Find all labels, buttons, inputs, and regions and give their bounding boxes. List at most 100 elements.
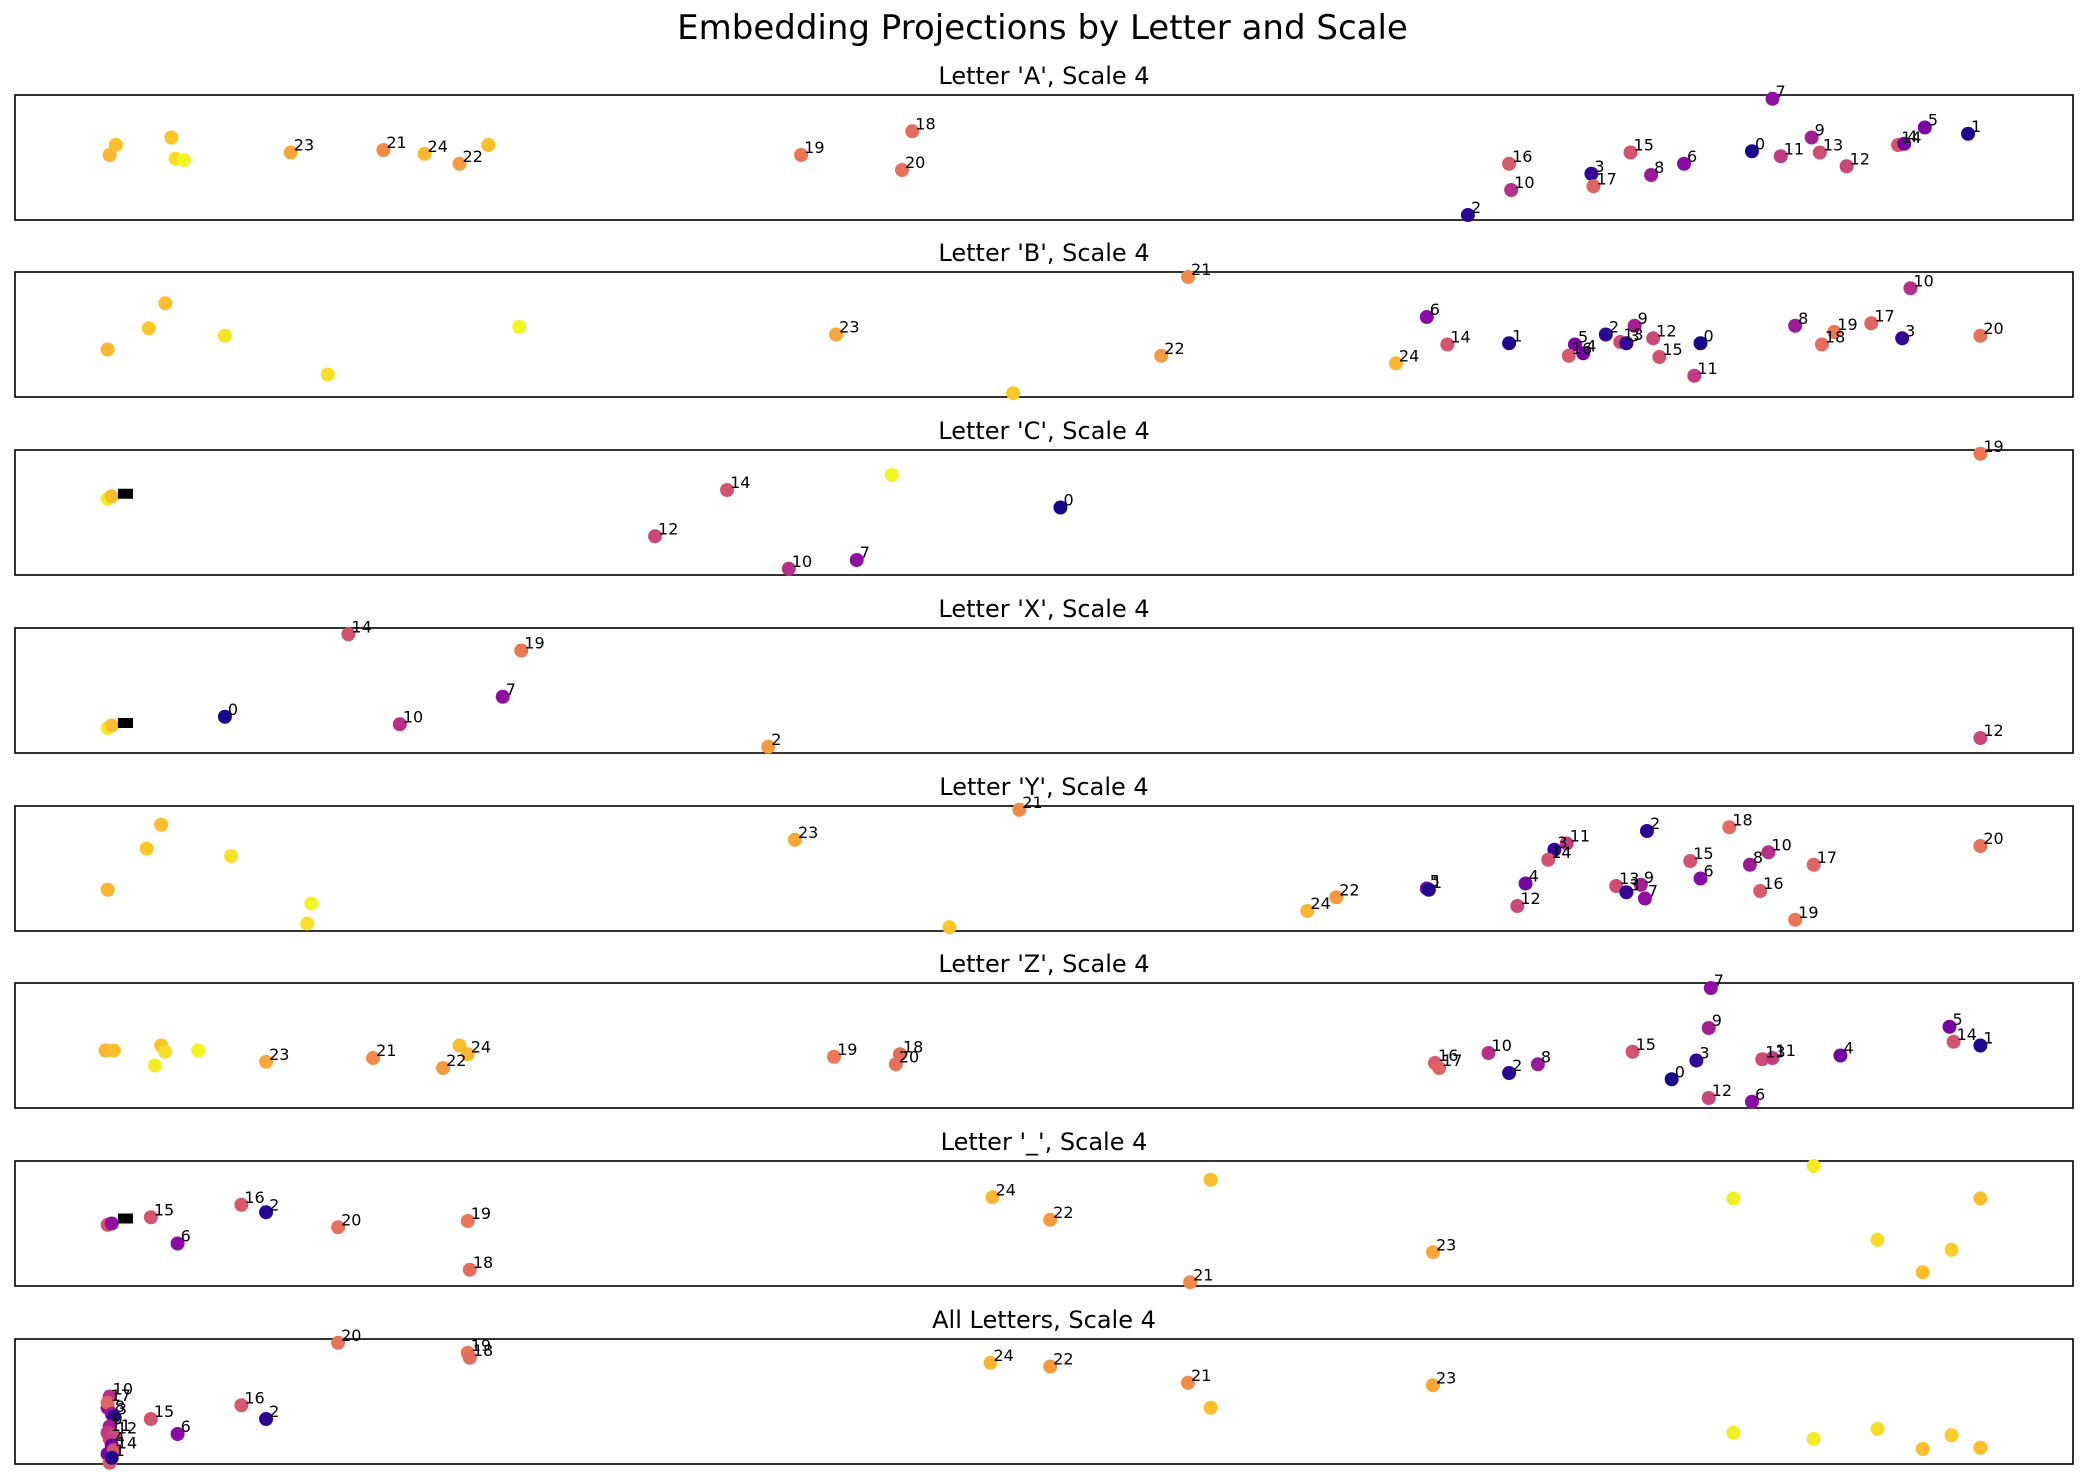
point-label: 19 bbox=[804, 138, 824, 157]
point-label: 2 bbox=[1471, 198, 1481, 217]
data-point bbox=[104, 1450, 119, 1465]
data-point bbox=[141, 321, 156, 336]
point-label: 10 bbox=[1771, 835, 1791, 854]
data-point bbox=[108, 138, 123, 152]
data-point bbox=[331, 1220, 346, 1235]
point-label: 1 bbox=[1512, 326, 1522, 345]
point-label: 8 bbox=[1541, 1047, 1551, 1066]
data-point bbox=[1804, 130, 1819, 145]
data-point bbox=[1812, 145, 1827, 160]
data-point bbox=[1944, 1428, 1959, 1443]
point-label: 16 bbox=[244, 1388, 264, 1407]
point-label: 15 bbox=[1636, 1035, 1656, 1054]
point-label: 10 bbox=[1913, 271, 1933, 290]
point-label: 21 bbox=[1193, 1265, 1213, 1284]
panel-title: Letter 'A', Scale 4 bbox=[938, 62, 1149, 90]
panel-frame bbox=[14, 627, 2074, 754]
data-point bbox=[1973, 328, 1988, 343]
point-label: 19 bbox=[524, 634, 544, 653]
overlapping-labels-mark bbox=[117, 1213, 123, 1224]
overlapping-labels-mark bbox=[127, 718, 133, 728]
data-point bbox=[283, 145, 298, 160]
data-point bbox=[104, 718, 119, 733]
scatter-panel: Letter '_', Scale 4 15 16 2 20 6 19 18 24 22 21 23 bbox=[14, 1128, 2074, 1290]
data-point bbox=[147, 1058, 162, 1073]
data-point bbox=[1761, 845, 1776, 860]
data-point bbox=[376, 143, 391, 157]
point-label: 24 bbox=[996, 1180, 1016, 1199]
point-label: 24 bbox=[1399, 346, 1419, 365]
data-point bbox=[102, 148, 117, 162]
scatter-panel: Letter 'X', Scale 4 14 19 7 0 10 2 12 bbox=[14, 595, 2074, 754]
data-point bbox=[827, 1049, 842, 1064]
point-label: 12 bbox=[1656, 321, 1676, 340]
data-point bbox=[1425, 1245, 1440, 1260]
point-label: 20 bbox=[905, 153, 925, 172]
panel-title: Letter 'C', Scale 4 bbox=[938, 417, 1149, 445]
data-point bbox=[139, 841, 154, 856]
point-label: 24 bbox=[993, 1346, 1013, 1365]
data-point bbox=[1703, 981, 1718, 995]
data-point bbox=[1644, 168, 1659, 182]
point-label: 20 bbox=[341, 1326, 361, 1345]
data-point bbox=[1687, 368, 1702, 383]
data-point bbox=[761, 739, 776, 754]
data-point bbox=[1440, 337, 1455, 352]
point-label: 4 bbox=[1843, 1039, 1853, 1058]
data-point bbox=[1637, 891, 1652, 906]
data-point bbox=[331, 1335, 346, 1350]
point-label: 3 bbox=[117, 1400, 127, 1419]
data-point bbox=[1693, 336, 1708, 351]
overlapping-labels-mark bbox=[122, 488, 128, 499]
data-point bbox=[1944, 1242, 1959, 1257]
point-label: 3 bbox=[1905, 321, 1915, 340]
data-point bbox=[143, 1210, 158, 1225]
point-label: 20 bbox=[1983, 829, 2003, 848]
point-label: 5 bbox=[1928, 111, 1938, 130]
point-label: 1 bbox=[115, 1441, 125, 1460]
point-label: 12 bbox=[1712, 1081, 1732, 1100]
point-label: 19 bbox=[1798, 903, 1818, 922]
point-label: 23 bbox=[798, 823, 818, 842]
data-point bbox=[217, 709, 232, 724]
point-label: 5 bbox=[1430, 872, 1440, 891]
data-point bbox=[512, 320, 527, 334]
data-point bbox=[1502, 156, 1517, 171]
data-point bbox=[1827, 325, 1842, 339]
point-label: 7 bbox=[506, 680, 516, 699]
point-label: 12 bbox=[1983, 721, 2003, 740]
data-point bbox=[1547, 842, 1562, 857]
point-label: 11 bbox=[1570, 827, 1590, 846]
point-label: 6 bbox=[1687, 147, 1697, 166]
data-point bbox=[1942, 1019, 1957, 1034]
point-label: 7 bbox=[860, 543, 870, 562]
point-label: 22 bbox=[1053, 1203, 1073, 1222]
point-label: 2 bbox=[1609, 318, 1619, 337]
data-point bbox=[794, 148, 809, 162]
point-label: 20 bbox=[899, 1047, 919, 1066]
data-point bbox=[1502, 336, 1517, 351]
point-label: 6 bbox=[181, 1227, 191, 1246]
data-point bbox=[1870, 1232, 1885, 1247]
data-point bbox=[829, 327, 844, 342]
data-point bbox=[1541, 852, 1556, 867]
data-point bbox=[1432, 1061, 1447, 1075]
point-label: 16 bbox=[244, 1188, 264, 1207]
data-point bbox=[1586, 179, 1601, 194]
data-point bbox=[154, 817, 169, 832]
data-point bbox=[1154, 348, 1169, 363]
data-point bbox=[1609, 879, 1624, 893]
panel-title: Letter 'Y', Scale 4 bbox=[939, 773, 1148, 801]
point-label: 6 bbox=[181, 1417, 191, 1436]
data-point bbox=[1870, 1422, 1885, 1436]
data-point bbox=[1006, 386, 1021, 401]
panel-title: Letter 'B', Scale 4 bbox=[938, 239, 1149, 267]
data-point bbox=[1183, 1275, 1198, 1290]
point-label: 2 bbox=[269, 1195, 279, 1214]
data-point bbox=[1806, 1159, 1821, 1173]
point-label: 15 bbox=[1662, 340, 1682, 359]
data-point bbox=[1329, 890, 1344, 905]
